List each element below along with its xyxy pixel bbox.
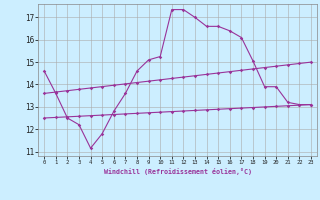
X-axis label: Windchill (Refroidissement éolien,°C): Windchill (Refroidissement éolien,°C) <box>104 168 252 175</box>
